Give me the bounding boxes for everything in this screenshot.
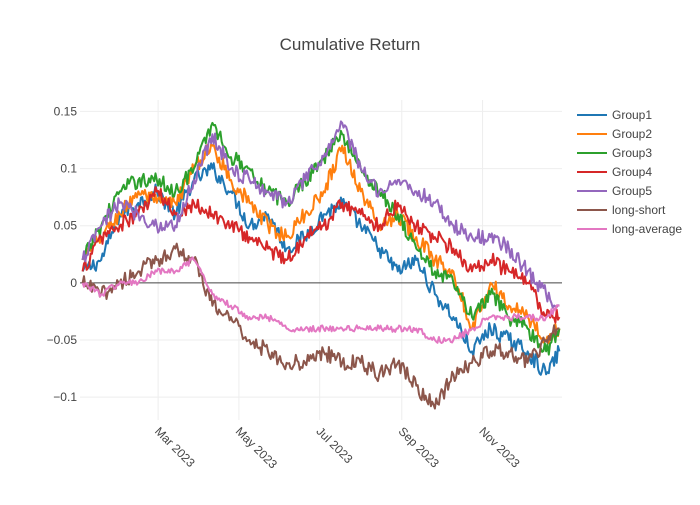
legend-item-long-average[interactable]: long-average	[577, 222, 682, 236]
legend-item-group1[interactable]: Group1	[577, 108, 652, 122]
series-line-long-average	[81, 256, 560, 344]
y-tick-label: 0	[70, 276, 77, 290]
legend-label: Group3	[612, 146, 652, 160]
y-tick-label: −0.1	[53, 390, 77, 404]
legend-item-group4[interactable]: Group4	[577, 165, 652, 179]
y-tick-label: 0.05	[54, 219, 78, 233]
y-axis-ticks: 0.15 0.1 0.05 0 −0.05 −0.1	[47, 104, 78, 404]
series-line-group4	[81, 186, 561, 324]
y-tick-label: 0.15	[54, 104, 78, 118]
y-tick-label: −0.05	[47, 333, 78, 347]
series-line-long-short	[81, 242, 560, 410]
legend-label: long-average	[612, 222, 682, 236]
y-tick-label: 0.1	[60, 162, 77, 176]
legend-label: long-short	[612, 203, 666, 217]
chart-title: Cumulative Return	[280, 35, 421, 54]
legend-item-group3[interactable]: Group3	[577, 146, 652, 160]
legend-label: Group2	[612, 127, 652, 141]
legend-item-group2[interactable]: Group2	[577, 127, 652, 141]
legend[interactable]: Group1 Group2 Group3 Group4 Group5 long-short…	[577, 108, 682, 236]
legend-label: Group1	[612, 108, 652, 122]
legend-item-long-short[interactable]: long-short	[577, 203, 666, 217]
series-lines	[81, 120, 561, 410]
legend-label: Group4	[612, 165, 652, 179]
legend-item-group5[interactable]: Group5	[577, 184, 652, 198]
legend-label: Group5	[612, 184, 652, 198]
series-line-group5	[81, 120, 560, 309]
